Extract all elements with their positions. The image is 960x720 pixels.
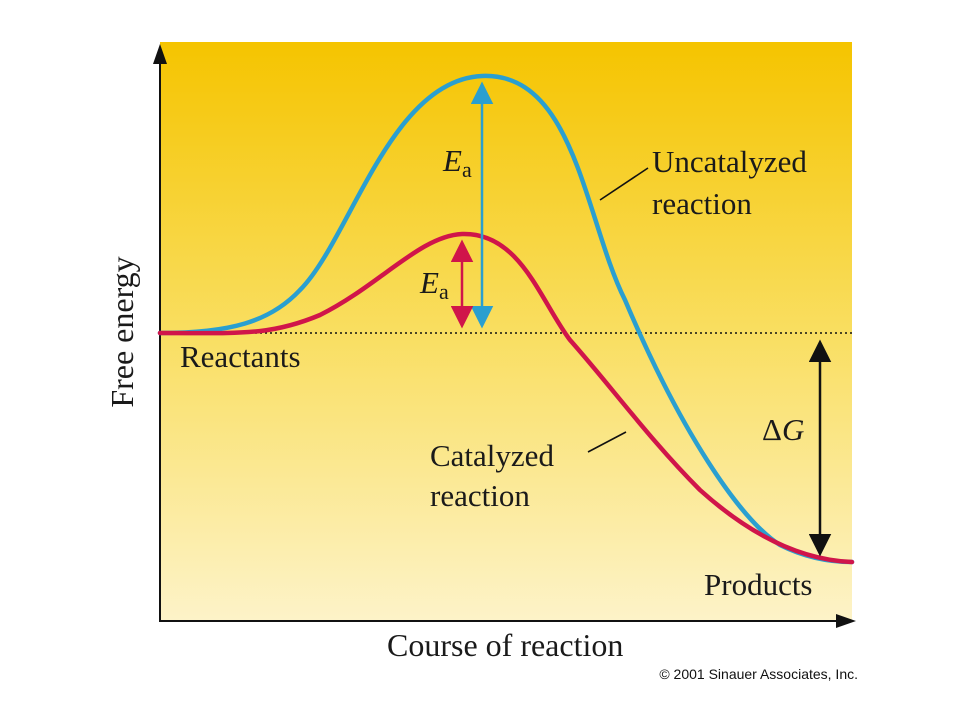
uncatalyzed-label-line1: Uncatalyzed bbox=[652, 144, 807, 179]
catalyzed-label-line1: Catalyzed bbox=[430, 438, 554, 473]
uncatalyzed-ea-label: Ea bbox=[442, 143, 472, 182]
x-axis-label: Course of reaction bbox=[387, 627, 623, 663]
uncatalyzed-label-line2: reaction bbox=[652, 186, 752, 221]
catalyzed-label-line2: reaction bbox=[430, 478, 530, 513]
plot-background bbox=[160, 42, 852, 620]
uncatalyzed-leader-line bbox=[599, 167, 649, 201]
y-axis-label: Free energy bbox=[104, 256, 140, 407]
catalyzed-ea-label: Ea bbox=[419, 265, 449, 304]
delta-g-label: ΔG bbox=[762, 412, 804, 447]
reactants-label: Reactants bbox=[180, 339, 301, 374]
catalyzed-curve bbox=[157, 231, 855, 565]
y-axis-arrowhead bbox=[153, 44, 167, 64]
uncatalyzed-curve bbox=[157, 73, 855, 565]
x-axis-arrowhead bbox=[836, 614, 856, 628]
catalyzed-leader-line bbox=[587, 431, 627, 453]
copyright-text: © 2001 Sinauer Associates, Inc. bbox=[659, 666, 858, 682]
products-label: Products bbox=[704, 567, 813, 602]
